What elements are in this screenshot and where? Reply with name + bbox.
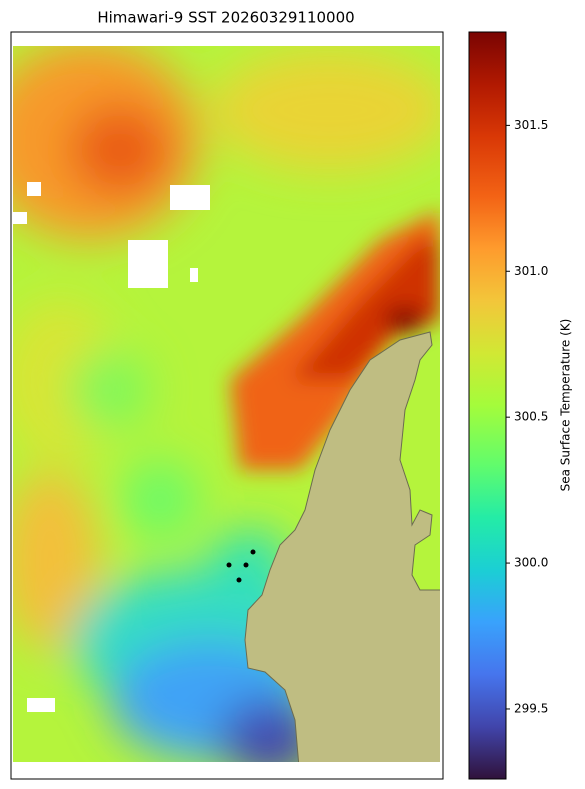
colorbar-label: Sea Surface Temperature (K) [559,319,573,492]
colorbar-tick-label: 300.5 [514,410,548,424]
colorbar [468,31,507,780]
colorbar-tick-label: 301.5 [514,118,548,132]
map-title: Himawari-9 SST 20260329110000 [97,9,354,27]
colorbar-tick-label: 300.0 [514,556,548,570]
colorbar-tick-label: 299.5 [514,701,548,715]
colorbar-tick-label: 301.0 [514,264,548,278]
sst-field [13,46,440,762]
station-dots [226,549,256,583]
